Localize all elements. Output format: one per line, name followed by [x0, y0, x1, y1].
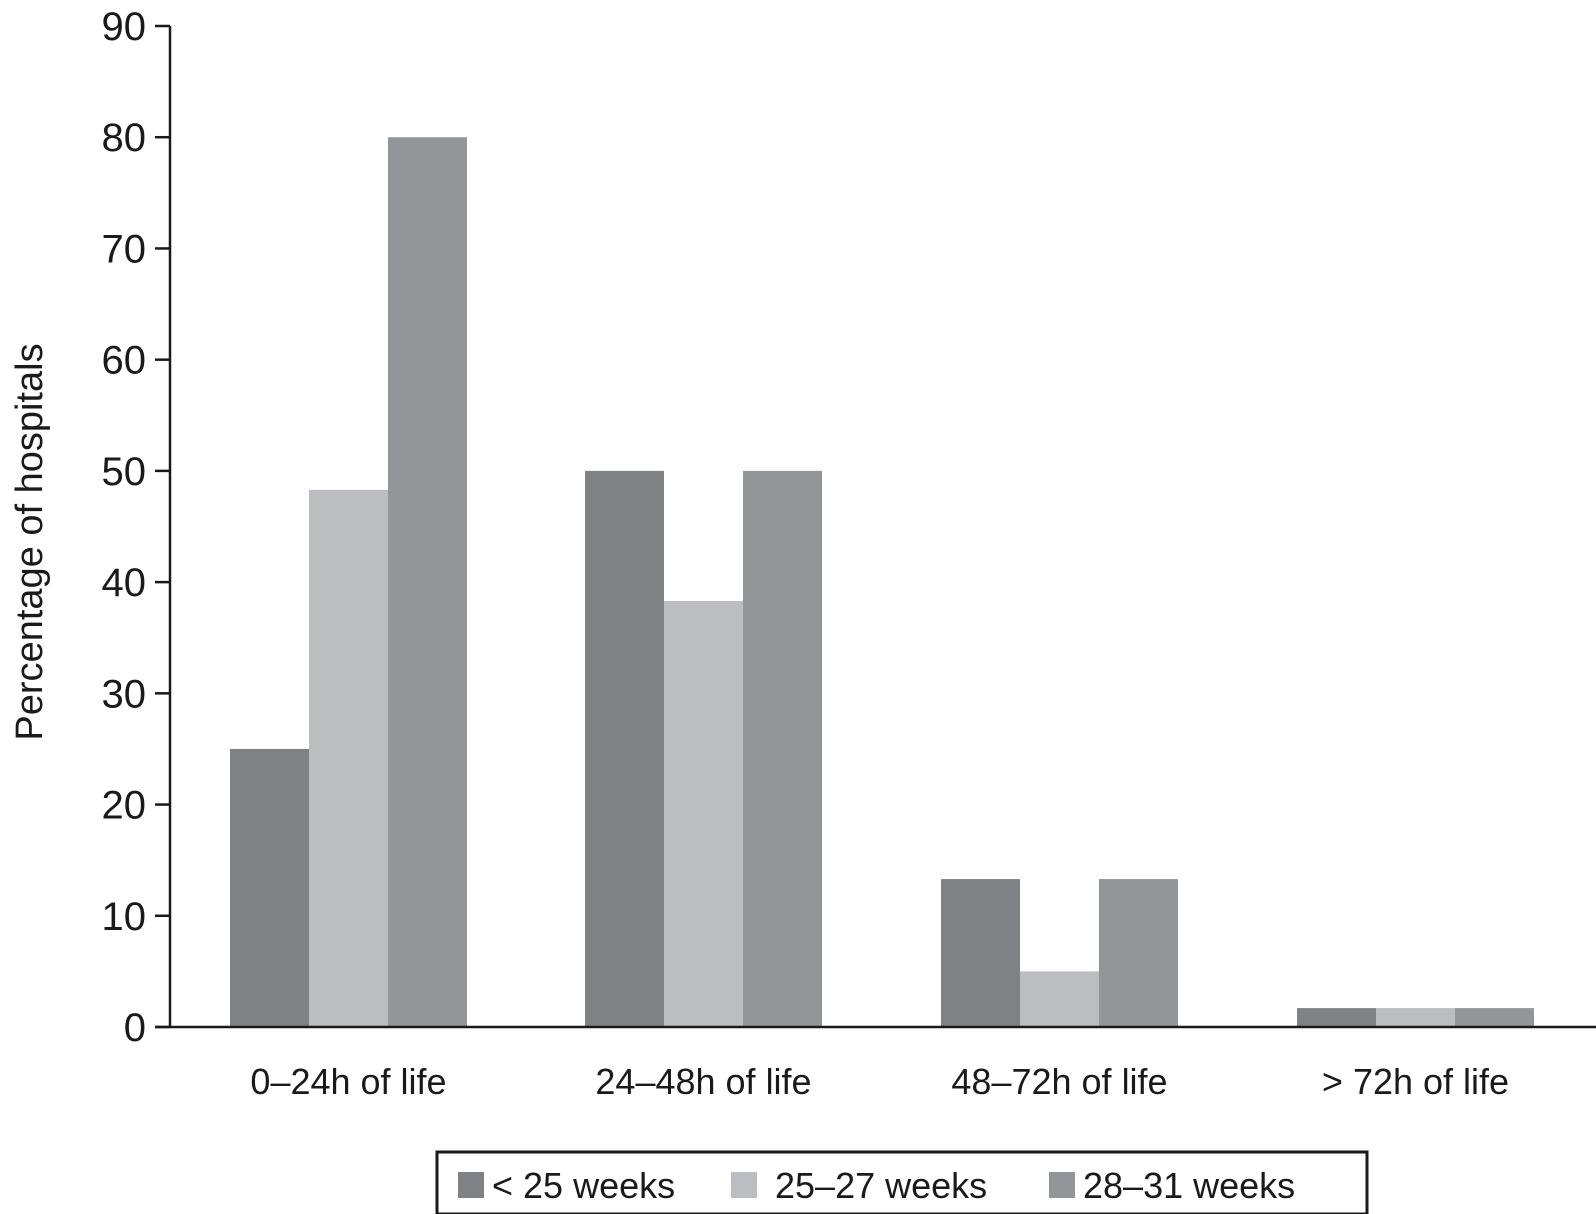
y-tick-label: 0 [124, 1006, 146, 1050]
y-tick-label: 60 [102, 339, 147, 383]
y-axis-title: Percentage of hospitals [9, 343, 51, 740]
bar [941, 879, 1020, 1027]
legend-label: 25–27 weeks [775, 1165, 987, 1206]
y-tick-label: 30 [102, 672, 147, 716]
legend-box [435, 1150, 1369, 1214]
legend-swatch [731, 1172, 757, 1198]
bar [664, 601, 743, 1027]
y-axis-ticks: 0 10 20 30 40 50 60 70 80 90 [102, 5, 170, 1050]
bar [388, 137, 467, 1027]
x-tick-label: 48–72h of life [951, 1061, 1167, 1102]
legend-label: 28–31 weeks [1083, 1165, 1295, 1206]
legend-label: < 25 weeks [492, 1165, 675, 1206]
bar [1297, 1008, 1376, 1027]
x-tick-label: 0–24h of life [250, 1061, 446, 1102]
bar [1099, 879, 1178, 1027]
legend-swatch [1049, 1172, 1075, 1198]
y-tick-label: 80 [102, 116, 147, 160]
bar [1376, 1008, 1455, 1027]
x-tick-label: 24–48h of life [595, 1061, 811, 1102]
x-axis-labels: 0–24h of life 24–48h of life 48–72h of lif… [250, 1061, 1509, 1102]
bar [743, 470, 822, 1027]
legend-swatch [458, 1172, 484, 1198]
bar [1020, 971, 1099, 1027]
bar [230, 748, 309, 1027]
legend: < 25 weeks 25–27 weeks 28–31 weeks [435, 1150, 1369, 1214]
y-tick-label: 50 [102, 450, 147, 494]
x-tick-label: > 72h of life [1322, 1061, 1509, 1102]
bar [309, 489, 388, 1028]
y-tick-label: 20 [102, 784, 147, 828]
y-tick-label: 90 [102, 5, 147, 49]
bars [230, 137, 1534, 1028]
y-tick-label: 10 [102, 895, 147, 939]
y-tick-label: 70 [102, 227, 147, 271]
bar [585, 470, 664, 1027]
y-tick-label: 40 [102, 561, 147, 605]
bar [1455, 1008, 1534, 1027]
